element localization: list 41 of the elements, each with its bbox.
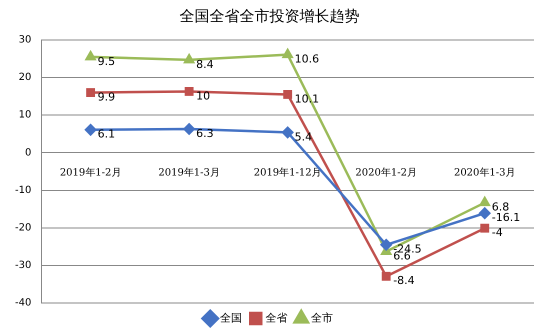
annotation: 10 (196, 89, 210, 102)
annotation: 9.9 (98, 90, 116, 104)
y-tick-label: -10 (14, 184, 32, 196)
point (478, 207, 490, 219)
y-tick-label: -40 (14, 298, 32, 309)
data-label: -16.1 (492, 211, 520, 224)
y-tick-label: 0 (24, 147, 32, 158)
point (184, 87, 194, 96)
point (380, 239, 392, 251)
point (382, 272, 391, 281)
point (282, 126, 294, 138)
annotation: -8.4 (393, 274, 415, 288)
x-tick-label: 2020年1-3月 (454, 166, 516, 178)
legend-label: 全省 (265, 311, 288, 324)
chart-title: 全国全省全市投资增长趋势 (180, 6, 360, 25)
y-tick-label: -20 (14, 222, 32, 234)
annotation: 6.8 (492, 200, 510, 214)
annotation: -4 (492, 226, 503, 240)
data-label: 6.1 (98, 128, 116, 141)
point (480, 224, 490, 233)
point (282, 48, 293, 58)
point (85, 51, 96, 60)
data-label: 6.3 (196, 126, 214, 140)
annotation: 10.6 (294, 52, 320, 66)
x-tick-label: 2019年1-3月 (158, 166, 220, 178)
point (84, 124, 96, 136)
point (86, 88, 96, 98)
legend-label: 全市 (310, 311, 333, 324)
point (283, 90, 292, 99)
point (184, 54, 194, 64)
x-tick-label: 2020年1-2月 (355, 166, 417, 178)
legend-label: 全国 (220, 311, 242, 324)
point (480, 196, 490, 206)
y-tick-label: 30 (18, 34, 32, 46)
y-tick-label: 10 (18, 110, 32, 121)
point (183, 123, 195, 135)
annotation: 9.5 (98, 54, 116, 68)
y-tick-label: -30 (14, 260, 32, 272)
x-tick-label: 2019年1-2月 (60, 166, 122, 178)
y-tick-label: 20 (18, 72, 32, 84)
annotation: 8.4 (196, 58, 214, 71)
